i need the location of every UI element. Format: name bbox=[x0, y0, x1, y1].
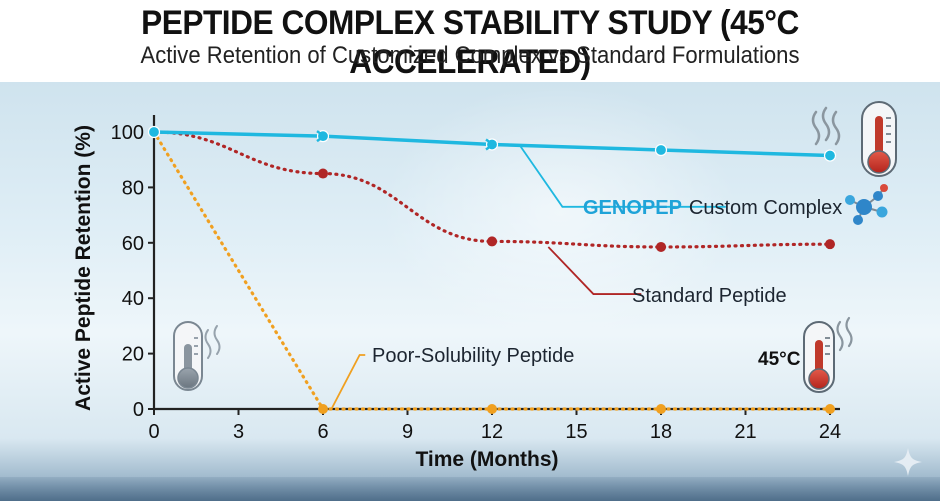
series-label-poor-solubility-peptide: Poor-Solubility Peptide bbox=[372, 345, 574, 367]
series-arrow-marker bbox=[485, 138, 495, 151]
data-point-standard-peptide bbox=[318, 168, 328, 179]
data-point-standard-peptide bbox=[656, 241, 666, 252]
molecule-icon bbox=[845, 184, 888, 225]
x-tick-label: 9 bbox=[402, 421, 413, 443]
x-tick-label: 3 bbox=[233, 421, 244, 443]
x-tick-label: 18 bbox=[650, 421, 672, 443]
data-point-genopep-custom-complex bbox=[823, 149, 837, 162]
title-block: PEPTIDE COMPLEX STABILITY STUDY (45°C AC… bbox=[0, 0, 940, 81]
data-point-standard-peptide bbox=[487, 236, 497, 247]
chart-subtitle: Active Retention of Customized Complex v… bbox=[140, 42, 800, 69]
chart-title: PEPTIDE COMPLEX STABILITY STUDY (45°C AC… bbox=[141, 4, 799, 81]
series-label-brand: GENOPEP bbox=[583, 197, 682, 219]
series-line-standard-peptide bbox=[152, 130, 832, 249]
data-point-poor-solubility-peptide bbox=[825, 404, 835, 414]
cool-waves-icon bbox=[204, 325, 221, 359]
x-tick-label: 21 bbox=[734, 421, 756, 443]
temperature-label: 45°C bbox=[758, 349, 801, 370]
plot-background bbox=[0, 82, 940, 501]
data-point-standard-peptide bbox=[825, 239, 835, 250]
y-tick-label: 100 bbox=[111, 122, 144, 144]
leader-line-standard bbox=[547, 246, 642, 295]
y-tick-label: 60 bbox=[122, 233, 144, 255]
thermometer-cool-icon bbox=[173, 321, 203, 391]
y-tick-label: 80 bbox=[122, 177, 144, 199]
series-arrow-marker bbox=[316, 130, 326, 143]
data-point-poor-solubility-peptide bbox=[487, 404, 497, 414]
sparkle-icon bbox=[894, 448, 922, 476]
heat-waves-small-icon bbox=[836, 316, 853, 352]
x-axis-title: Time (Months) bbox=[415, 448, 558, 471]
y-tick-label: 40 bbox=[122, 288, 144, 310]
heat-waves-icon bbox=[811, 106, 841, 146]
series-line-poor-solubility-peptide bbox=[152, 130, 832, 411]
data-point-genopep-custom-complex bbox=[147, 125, 161, 139]
thermometer-45c-icon bbox=[803, 321, 835, 393]
leader-line-poor bbox=[330, 354, 366, 410]
x-tick-label: 12 bbox=[481, 421, 503, 443]
series-label-standard-peptide: Standard Peptide bbox=[632, 285, 787, 307]
thermometer-hot-icon bbox=[861, 101, 897, 177]
x-tick-label: 6 bbox=[317, 421, 328, 443]
series-label-rest: Custom Complex bbox=[689, 197, 842, 219]
leader-line-genopep bbox=[519, 145, 726, 208]
y-tick-label: 0 bbox=[133, 399, 144, 421]
y-tick-label: 20 bbox=[122, 344, 144, 366]
series-label-genopep-custom-complex: GENOPEP Custom Complex bbox=[583, 197, 842, 219]
x-tick-label: 24 bbox=[819, 421, 841, 443]
data-point-poor-solubility-peptide bbox=[318, 404, 328, 414]
x-tick-label: 0 bbox=[148, 421, 159, 443]
x-tick-label: 15 bbox=[565, 421, 587, 443]
data-point-genopep-custom-complex bbox=[654, 143, 668, 157]
y-axis-title: Active Peptide Retention (%) bbox=[72, 125, 95, 411]
data-point-poor-solubility-peptide bbox=[656, 404, 666, 414]
